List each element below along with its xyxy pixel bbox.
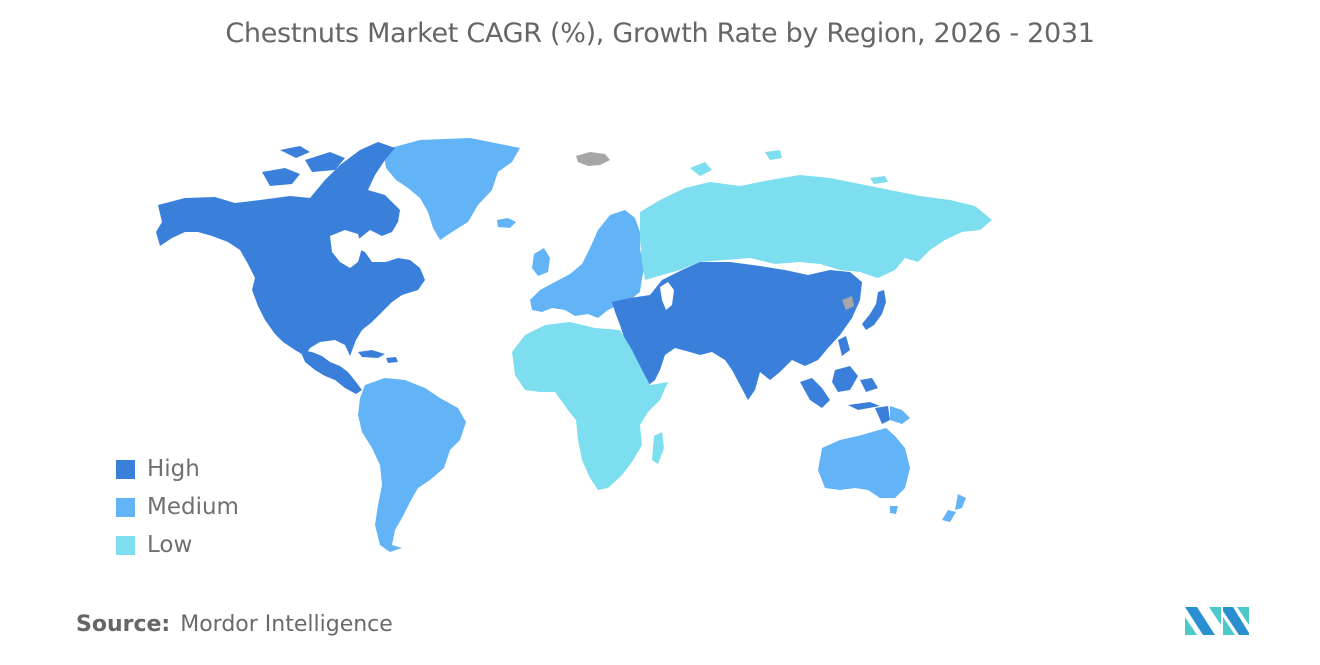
legend-label: High — [147, 456, 200, 482]
source-key: Source: — [76, 612, 171, 637]
region-asia-high — [612, 262, 862, 400]
region-caribbean — [358, 350, 398, 363]
legend-item-medium: Medium — [116, 488, 239, 526]
region-southeast-asia-islands — [800, 336, 880, 410]
legend-swatch-medium — [116, 497, 135, 517]
legend-swatch-low — [116, 535, 135, 555]
hudson-bay — [330, 230, 362, 268]
source-attribution: Source: Mordor Intelligence — [76, 612, 393, 637]
legend-label: Medium — [147, 494, 239, 520]
region-tasmania — [890, 506, 898, 514]
region-uk — [532, 248, 550, 276]
region-papua-new-guinea — [890, 406, 910, 424]
region-iceland — [497, 218, 516, 228]
region-japan — [862, 290, 886, 330]
region-africa — [512, 322, 668, 490]
region-madagascar — [652, 432, 664, 464]
caspian-sea — [660, 282, 674, 310]
region-north-america — [156, 142, 425, 356]
region-arctic-islands — [262, 146, 345, 186]
region-australia — [818, 428, 910, 498]
region-greenland — [383, 138, 520, 240]
source-value: Mordor Intelligence — [180, 612, 393, 637]
region-central-america — [300, 350, 362, 394]
region-new-zealand — [942, 494, 966, 522]
legend-swatch-high — [116, 459, 135, 479]
region-svalbard — [576, 152, 610, 166]
region-russia — [640, 175, 992, 280]
legend-item-low: Low — [116, 526, 239, 564]
region-south-america — [358, 378, 466, 552]
region-europe — [530, 210, 645, 318]
region-north-korea — [842, 296, 854, 310]
chart-title: Chestnuts Market CAGR (%), Growth Rate b… — [225, 18, 1095, 49]
legend-label: Low — [147, 532, 193, 558]
legend-item-high: High — [116, 450, 239, 488]
mordor-intelligence-logo-icon — [1185, 607, 1249, 635]
map-legend: High Medium Low — [116, 450, 239, 564]
region-new-guinea-west — [875, 406, 890, 424]
